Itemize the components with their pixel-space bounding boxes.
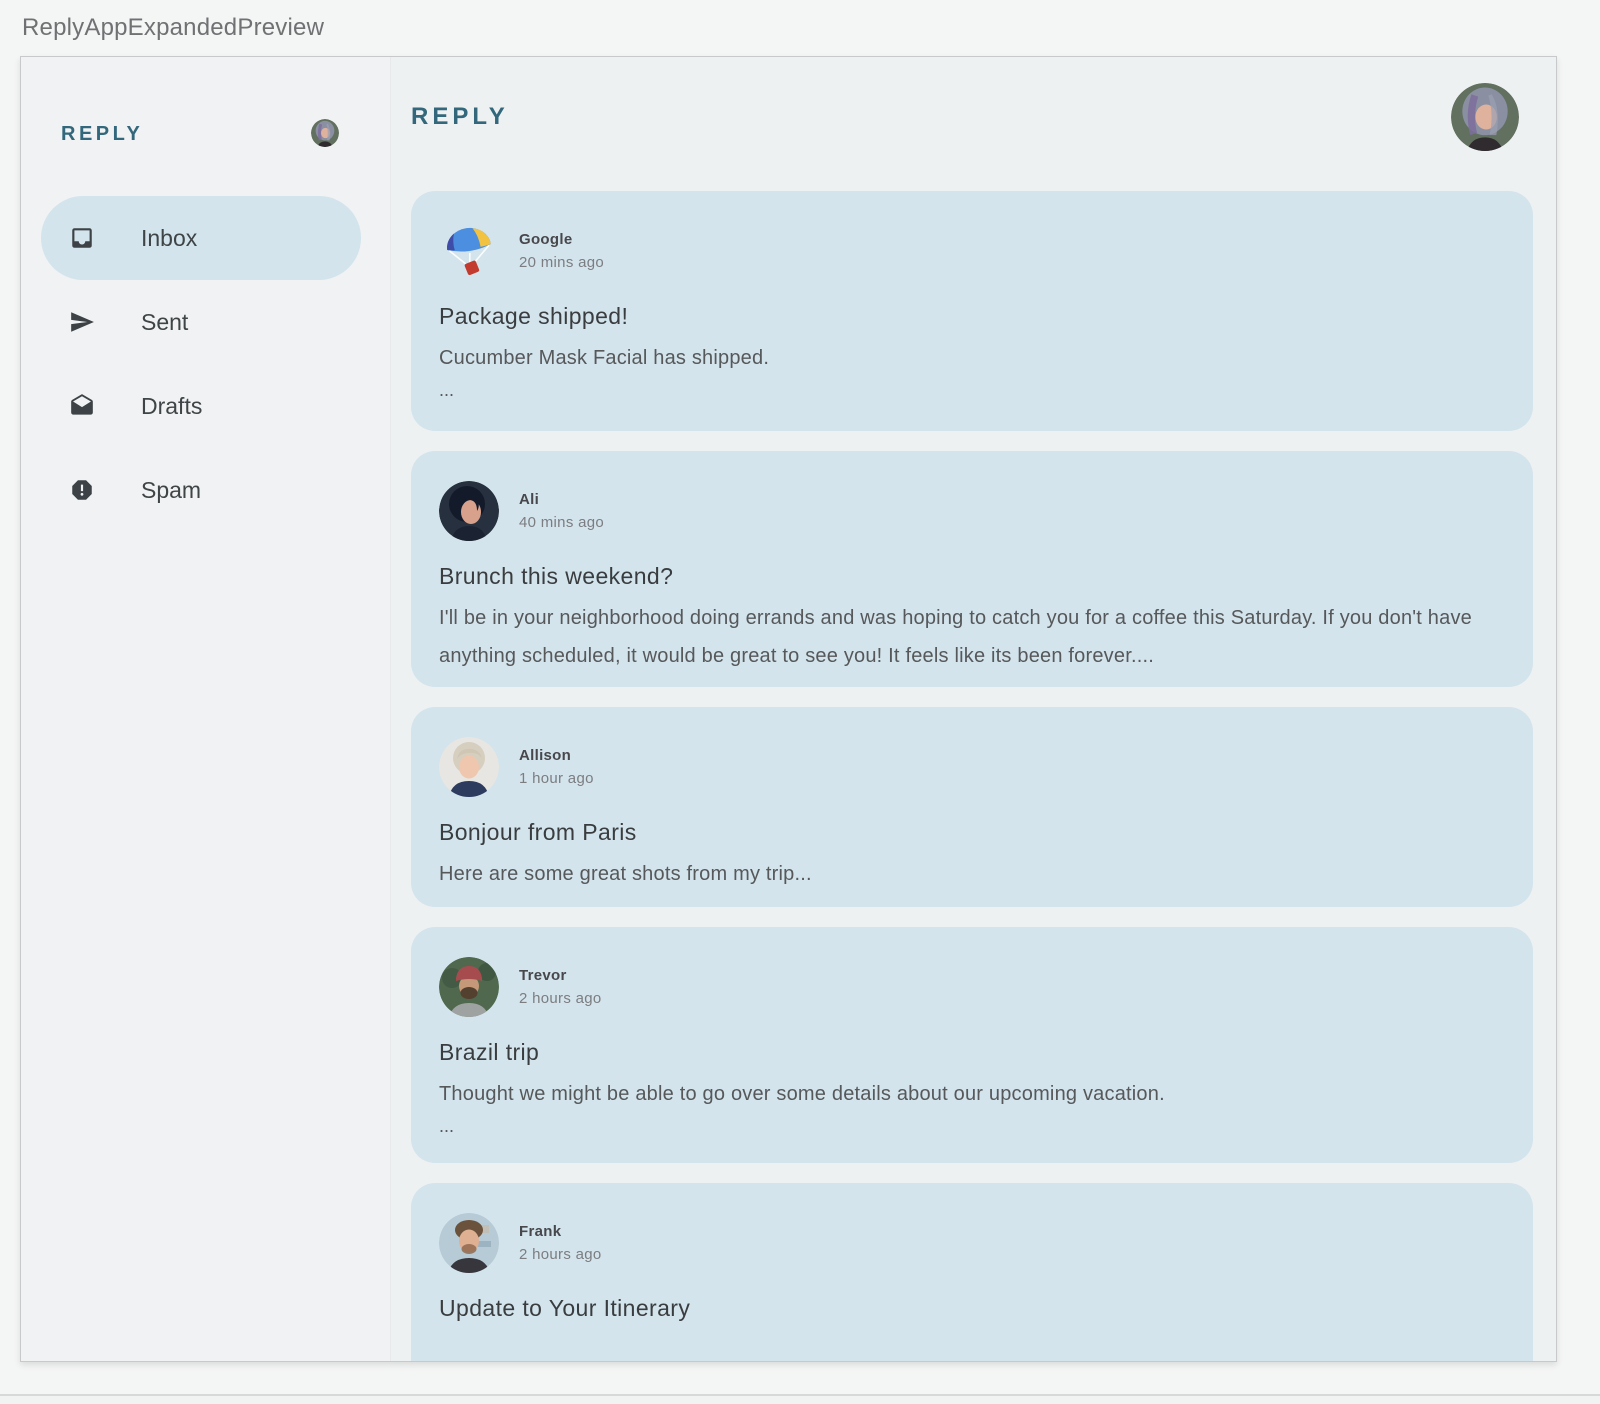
email-body: I'll be in your neighborhood doing erran… <box>439 607 1472 667</box>
sidebar-item-label: Spam <box>141 476 202 503</box>
main-brand-logo: REPLY <box>411 103 509 130</box>
preview-title: ReplyAppExpandedPreview <box>22 14 325 41</box>
reply-app-window: REPLY Inbox Sent <box>20 56 1557 1362</box>
email-sender: Allison <box>519 747 572 764</box>
report-icon <box>69 477 95 503</box>
google-parachute-icon <box>439 221 499 281</box>
inbox-icon <box>69 225 95 251</box>
sidebar-item-label: Sent <box>141 308 189 335</box>
email-time: 2 hours ago <box>519 990 602 1007</box>
sidebar-nav: Inbox Sent Drafts Spam <box>41 196 361 532</box>
email-card-allison[interactable]: Allison 1 hour ago Bonjour from Paris He… <box>411 707 1533 907</box>
email-card-google[interactable]: Google 20 mins ago Package shipped! Cucu… <box>411 191 1533 431</box>
email-sender: Trevor <box>519 967 567 984</box>
sidebar-item-sent[interactable]: Sent <box>41 280 361 364</box>
profile-photo-icon <box>1451 83 1519 151</box>
email-subject: Bonjour from Paris <box>439 819 637 845</box>
preview-pane-divider <box>0 1394 1600 1396</box>
email-body: Thought we might be able to go over some… <box>439 1083 1165 1105</box>
drafts-icon <box>69 393 95 419</box>
frank-avatar <box>439 1213 499 1273</box>
sidebar-item-label: Inbox <box>141 224 198 251</box>
profile-avatar-small[interactable] <box>311 119 339 147</box>
send-icon <box>69 309 95 335</box>
ali-avatar <box>439 481 499 541</box>
trevor-avatar <box>439 957 499 1017</box>
email-card-frank[interactable]: Frank 2 hours ago Update to Your Itinera… <box>411 1183 1533 1361</box>
email-subject: Brazil trip <box>439 1039 540 1065</box>
email-list: Google 20 mins ago Package shipped! Cucu… <box>411 191 1533 1361</box>
profile-avatar[interactable] <box>1451 83 1519 151</box>
email-time: 20 mins ago <box>519 254 605 271</box>
email-card-ali[interactable]: Ali 40 mins ago Brunch this weekend? I'l… <box>411 451 1533 687</box>
email-body-ellipsis: ... <box>439 380 455 400</box>
email-time: 2 hours ago <box>519 1246 602 1263</box>
profile-photo-icon <box>311 119 339 147</box>
sidebar-item-inbox[interactable]: Inbox <box>41 196 361 280</box>
email-card-trevor[interactable]: Trevor 2 hours ago Brazil trip Thought w… <box>411 927 1533 1163</box>
allison-avatar <box>439 737 499 797</box>
preview-pane-bottom <box>0 1396 1600 1404</box>
email-subject: Package shipped! <box>439 303 629 329</box>
sidebar-brand-logo: REPLY <box>61 123 144 145</box>
email-body: Cucumber Mask Facial has shipped. <box>439 347 770 369</box>
email-sender: Google <box>519 231 573 248</box>
email-subject: Update to Your Itinerary <box>439 1295 691 1321</box>
email-subject: Brunch this weekend? <box>439 563 674 589</box>
email-time: 1 hour ago <box>519 770 594 787</box>
email-sender: Ali <box>519 491 540 508</box>
email-body-ellipsis: ... <box>439 1116 455 1136</box>
email-time: 40 mins ago <box>519 514 605 531</box>
email-body: Here are some great shots from my trip..… <box>439 863 812 885</box>
sidebar-item-label: Drafts <box>141 392 203 419</box>
email-sender: Frank <box>519 1223 562 1240</box>
sidebar: REPLY Inbox Sent <box>21 57 391 1361</box>
sidebar-item-spam[interactable]: Spam <box>41 448 361 532</box>
sidebar-item-drafts[interactable]: Drafts <box>41 364 361 448</box>
